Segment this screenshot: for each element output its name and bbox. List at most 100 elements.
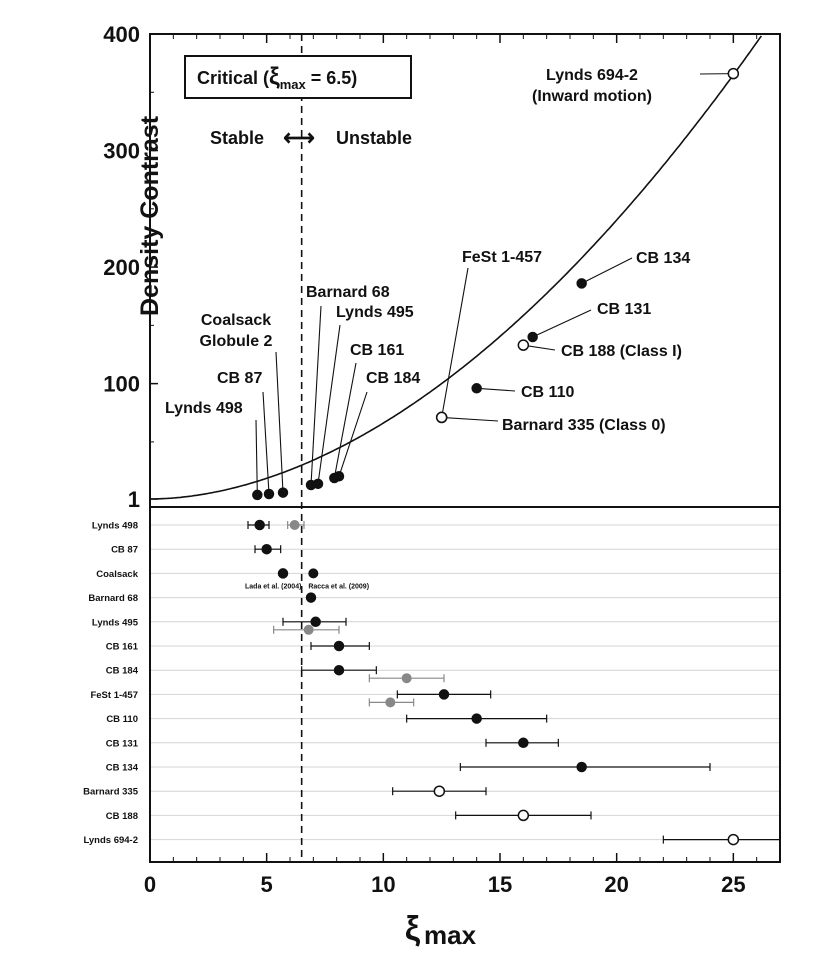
leader-line — [441, 267, 469, 418]
row-label: CB 131 — [106, 738, 139, 749]
y-tick-label: 100 — [103, 372, 140, 397]
row-label: CB 188 — [106, 811, 138, 822]
data-point — [435, 411, 448, 424]
measurement — [576, 761, 587, 773]
y-axis-label: Density Contrast — [136, 115, 164, 316]
critical-value: = 6.5) — [306, 68, 358, 88]
data-point — [527, 331, 538, 343]
density-contrast-panel: Lynds 498 CB 87 Coalsack Globule 2 Barnard 6… — [150, 35, 762, 501]
row-label: Lynds 495 — [92, 617, 139, 628]
measurement — [433, 785, 446, 797]
critical-symbol: ξ — [269, 63, 280, 90]
alt-measurement — [303, 624, 314, 635]
x-axis-label: ξ max — [405, 910, 477, 950]
data-point — [263, 488, 275, 500]
xi-max-panel: Lynds 498 CB 87 Coalsack Barnard 68 Lynds 49… — [83, 519, 781, 846]
point-label: CB 188 (Class I) — [561, 343, 682, 360]
data-point — [333, 471, 345, 482]
critical-box-frame — [184, 55, 412, 99]
leader-line — [310, 305, 322, 486]
stability-arrow: ⟷ — [283, 125, 315, 150]
alt-measurement — [308, 568, 319, 579]
alt-measurement — [289, 520, 300, 530]
point-label: CB 184 — [366, 370, 420, 387]
data-point — [277, 487, 289, 498]
point-label: FeSt 1-457 — [462, 249, 542, 266]
row-label: CB 161 — [106, 642, 139, 653]
point-label: Lynds 495 — [336, 304, 414, 321]
data-point — [517, 339, 530, 351]
measurement — [727, 833, 740, 846]
x-tick-label: 25 — [721, 872, 745, 897]
leader-line — [338, 391, 368, 477]
ref-right: Racca et al. (2009) — [308, 583, 369, 590]
row-label: Barnard 68 — [88, 593, 138, 604]
measurement — [517, 809, 530, 822]
row-label: Barnard 335 — [83, 787, 139, 798]
measurement — [518, 737, 529, 749]
point-label: CB 87 — [217, 370, 262, 387]
measurement — [305, 592, 317, 603]
x-tick-label: 10 — [371, 872, 395, 897]
row-label: FeSt 1-457 — [90, 690, 138, 701]
point-label: Barnard 335 (Class 0) — [502, 417, 666, 434]
leader-line — [441, 416, 499, 422]
measurement — [310, 616, 321, 628]
row-label: CB 134 — [106, 763, 139, 774]
measurement — [438, 689, 450, 700]
leader-line — [581, 257, 633, 284]
data-point — [252, 489, 263, 501]
alt-measurement — [385, 697, 396, 708]
row-label: Lynds 694-2 — [83, 835, 138, 846]
leader-line — [333, 362, 357, 479]
alt-measurement — [401, 673, 412, 684]
row-label: Lynds 498 — [92, 521, 138, 532]
leader-line — [317, 324, 341, 484]
point-label: Coalsack Globule 2 — [200, 312, 273, 350]
critical-box: Critical (ξmax = 6.5) — [184, 55, 412, 99]
plot-frame — [149, 33, 781, 863]
x-axis-label-symbol: ξ — [405, 910, 421, 948]
leader-line — [255, 419, 258, 495]
measurement — [261, 543, 272, 555]
measurement — [333, 664, 345, 676]
data-point — [471, 383, 482, 394]
y-tick-label: 300 — [103, 139, 140, 164]
leader-line — [262, 391, 270, 495]
leader-line — [532, 309, 592, 338]
leader-line — [275, 351, 284, 493]
point-label: CB 110 — [521, 384, 574, 401]
data-point — [727, 67, 740, 80]
x-tick-label: 0 — [144, 872, 156, 897]
data-point — [312, 478, 324, 490]
unstable-label: Unstable — [336, 128, 412, 148]
point-label: Barnard 68 — [306, 284, 390, 301]
point-label: CB 161 — [350, 342, 404, 359]
row-label: CB 184 — [106, 666, 139, 677]
row-label: CB 87 — [111, 545, 138, 556]
x-tick-label: 15 — [488, 872, 512, 897]
point-label: CB 131 — [597, 301, 651, 318]
row-label: CB 110 — [106, 714, 138, 725]
measurement — [277, 568, 289, 579]
leader-line — [476, 387, 516, 392]
measurement — [333, 640, 345, 652]
data-point — [576, 278, 587, 289]
measurement — [254, 519, 265, 531]
critical-label-pre: Critical ( — [197, 68, 269, 88]
point-label: CB 134 — [636, 250, 690, 267]
x-tick-label: 5 — [261, 872, 273, 897]
svg-text:Critical (ξmax = 6.5): Critical (ξmax = 6.5) — [197, 63, 357, 92]
ref-left: Lada et al. (2004) — [245, 583, 301, 590]
point-label: Lynds 694-2 (Inward motion) — [532, 67, 652, 105]
measurement — [471, 713, 482, 724]
stable-label: Stable — [210, 128, 264, 148]
point-label: Lynds 498 — [165, 400, 243, 417]
y-tick-label: 1 — [128, 487, 140, 512]
x-axis-label-sub: max — [424, 920, 477, 950]
axes: 1 100 200 300 400 0 5 10 15 20 25 — [103, 22, 781, 897]
critical-sub: max — [280, 77, 307, 92]
y-tick-label: 400 — [103, 22, 140, 47]
x-tick-label: 20 — [604, 872, 628, 897]
